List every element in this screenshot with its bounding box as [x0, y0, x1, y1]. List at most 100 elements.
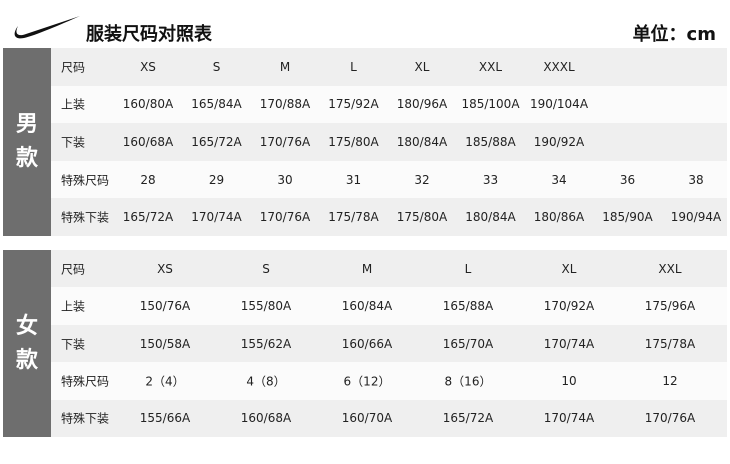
- table-cell: 160/66A: [341, 336, 393, 351]
- table-cell: 175/92A: [328, 97, 379, 112]
- table-cell: 165/72A: [122, 210, 174, 225]
- table-cell: XXXL: [543, 59, 575, 74]
- table-cell: 34: [551, 172, 567, 187]
- table-cell: 155/80A: [240, 299, 292, 314]
- table-cell: 175/80A: [328, 134, 379, 149]
- table-row: 特殊下装 155/66A 160/68A 160/70A 165/72A 170/74A 1…: [51, 399, 727, 438]
- table-cell: 155/66A: [139, 411, 191, 426]
- table-cell: 185/100A: [461, 97, 520, 112]
- table-cell: S: [212, 59, 221, 74]
- table-row: 上装 160/80A 165/84A 170/88A 175/92A 180/96A 185…: [51, 85, 727, 124]
- table-row: 特殊尺码 28 29 30 31 32 33 34 36 38: [51, 160, 727, 199]
- table-cell: 175/78A: [644, 336, 696, 351]
- row-label: 上装: [61, 299, 86, 314]
- table-cell: 190/104A: [529, 97, 589, 112]
- table-cell: XXL: [658, 261, 682, 276]
- table-cell: 175/80A: [396, 210, 448, 225]
- table-row: 尺码 XS S M L XL XXL XXXL: [51, 48, 727, 86]
- table-cell: 4（8）: [246, 374, 286, 389]
- men-label-char: 男: [15, 112, 38, 137]
- row-label: 尺码: [61, 262, 86, 277]
- table-cell: XXL: [478, 59, 503, 74]
- table-cell: 160/84A: [341, 299, 393, 314]
- table-cell: 30: [277, 172, 293, 187]
- table-row: 上装 150/76A 155/80A 160/84A 165/88A 170/92A 175…: [51, 287, 727, 325]
- table-cell: 175/96A: [644, 299, 696, 314]
- table-cell: 150/76A: [139, 299, 191, 314]
- table-row: 尺码 XS S M L XL XXL: [51, 250, 727, 288]
- table-cell: 165/84A: [191, 97, 242, 112]
- table-cell: 10: [561, 373, 577, 388]
- women-size-table: 女 款 尺码 XS S M L XL XXL 上装 150/76A 155/80A 160/84A 1…: [3, 250, 727, 438]
- table-cell: 8（16）: [444, 374, 492, 389]
- table-cell: 165/70A: [442, 336, 494, 351]
- table-cell: 185/90A: [602, 210, 653, 225]
- table-cell: 165/72A: [191, 134, 242, 149]
- table-cell: 36: [619, 172, 636, 187]
- row-label: 特殊下装: [61, 210, 110, 225]
- table-row: 下装 160/68A 165/72A 170/76A 175/80A 180/84A 185…: [51, 123, 727, 161]
- nike-logo: [14, 16, 80, 39]
- table-cell: 12: [662, 373, 678, 388]
- table-cell: 180/96A: [396, 97, 448, 112]
- table-row: 下装 150/58A 155/62A 160/66A 165/70A 170/74A 175…: [51, 324, 727, 363]
- row-label: 特殊下装: [61, 411, 110, 426]
- table-cell: 160/68A: [122, 134, 174, 149]
- table-cell: 180/86A: [533, 210, 585, 225]
- table-cell: L: [464, 261, 472, 276]
- table-cell: 170/74A: [543, 336, 595, 351]
- table-cell: 29: [208, 172, 225, 187]
- table-cell: 170/74A: [543, 411, 595, 426]
- table-cell: S: [262, 261, 270, 276]
- table-cell: 170/74A: [191, 210, 242, 225]
- table-cell: 33: [482, 172, 499, 187]
- table-cell: M: [279, 59, 291, 74]
- table-cell: 185/88A: [465, 134, 516, 149]
- table-cell: M: [361, 261, 373, 276]
- table-cell: 190/94A: [670, 210, 722, 225]
- table-cell: 180/84A: [396, 134, 448, 149]
- table-cell: 28: [140, 172, 156, 187]
- row-label: 特殊尺码: [61, 374, 110, 389]
- table-cell: 165/72A: [442, 411, 494, 426]
- table-cell: XS: [140, 59, 156, 74]
- men-section-label: 男 款: [3, 48, 51, 236]
- table-row: 特殊尺码 2（4） 4（8） 6（12） 8（16） 10 12: [51, 362, 727, 400]
- men-size-table: 男 款 尺码 XS S M L XL XXL XXXL 上装 160/80A 165/84A 170/…: [3, 48, 727, 236]
- table-cell: 170/88A: [259, 97, 311, 112]
- men-label-char: 款: [15, 146, 38, 171]
- table-cell: XL: [561, 261, 577, 276]
- women-section-label: 女 款: [3, 250, 51, 437]
- table-cell: 38: [688, 172, 704, 187]
- table-cell: XS: [157, 261, 173, 276]
- row-label: 上装: [61, 97, 86, 112]
- table-cell: 170/76A: [259, 134, 311, 149]
- women-label-char: 款: [15, 347, 38, 373]
- table-cell: 160/68A: [240, 411, 292, 426]
- row-label: 下装: [61, 135, 86, 150]
- table-cell: 170/76A: [644, 411, 696, 426]
- table-cell: 190/92A: [533, 134, 585, 149]
- table-cell: 160/80A: [122, 97, 174, 112]
- table-cell: 180/84A: [465, 210, 516, 225]
- row-label: 特殊尺码: [61, 173, 110, 188]
- table-cell: L: [350, 59, 357, 74]
- women-label-char: 女: [15, 313, 38, 339]
- table-cell: 165/88A: [442, 299, 494, 314]
- table-cell: XL: [414, 59, 430, 74]
- row-label: 下装: [61, 337, 86, 352]
- table-cell: 150/58A: [139, 336, 191, 351]
- table-cell: 175/78A: [328, 210, 379, 225]
- table-cell: 155/62A: [240, 336, 292, 351]
- row-label: 尺码: [61, 60, 86, 75]
- table-cell: 6（12）: [343, 374, 391, 389]
- table-cell: 170/76A: [259, 210, 311, 225]
- table-cell: 160/70A: [341, 411, 393, 426]
- table-cell: 32: [414, 172, 430, 187]
- table-cell: 31: [345, 172, 362, 187]
- table-cell: 2（4）: [145, 374, 185, 389]
- page-title: 服装尺码对照表: [86, 24, 212, 45]
- table-row: 特殊下装 165/72A 170/74A 170/76A 175/78A 175/80A 1…: [51, 198, 727, 236]
- unit-label: 单位：cm: [632, 24, 716, 45]
- table-cell: 170/92A: [543, 299, 595, 314]
